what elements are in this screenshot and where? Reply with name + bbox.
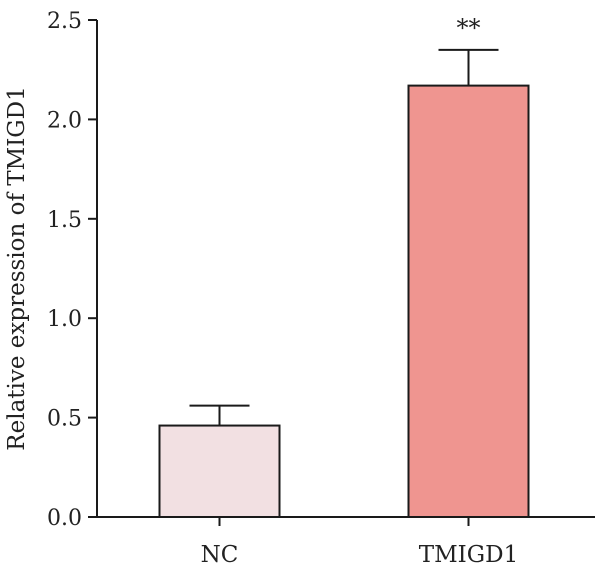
y-axis-title: Relative expression of TMIGD1 — [4, 86, 30, 450]
bars — [158, 84, 530, 518]
y-tick-label: 0.0 — [47, 506, 82, 531]
x-axis: NC TMIGD1 — [97, 516, 595, 568]
y-tick-label: 1.5 — [47, 208, 82, 233]
x-tick-label: NC — [201, 542, 239, 568]
x-tick-label: TMIGD1 — [419, 542, 518, 568]
y-tick-label: 2.0 — [47, 108, 82, 133]
bar-tmigd1 — [407, 84, 530, 518]
y-axis: 0.0 0.5 1.0 1.5 2.0 2.5 — [47, 9, 98, 531]
significance-annotations: ** — [457, 14, 481, 42]
bar-nc — [158, 424, 281, 518]
y-tick-label: 1.0 — [47, 307, 82, 332]
significance-label: ** — [457, 14, 481, 42]
error-bars — [189, 48, 499, 426]
y-tick-label: 2.5 — [47, 9, 82, 34]
y-tick-label: 0.5 — [47, 407, 82, 432]
